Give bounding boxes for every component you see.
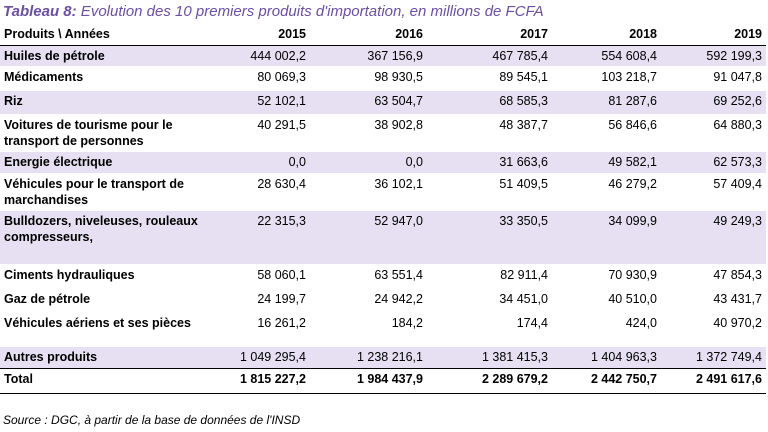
value-cell: 40 510,0 [552,288,661,313]
value-cell: 367 156,9 [310,45,427,67]
table-row: Voitures de tourisme pour le transport d… [0,114,766,152]
value-cell: 34 099,9 [552,210,661,265]
total-value: 1 984 437,9 [310,368,427,394]
product-name: Riz [0,90,216,115]
value-cell: 43 431,7 [661,288,766,313]
header-year: 2015 [216,24,310,46]
value-cell: 24 942,2 [310,288,427,313]
value-cell: 64 880,3 [661,114,766,152]
value-cell: 24 199,7 [216,288,310,313]
header-products: Produits \ Années [0,24,216,46]
total-label: Total [0,368,216,394]
table-row: Bulldozers, niveleuses, rouleaux compres… [0,210,766,265]
value-cell: 592 199,3 [661,45,766,67]
source-note: Source : DGC, à partir de la base de don… [3,413,301,427]
value-cell: 38 902,8 [310,114,427,152]
header-year: 2018 [552,24,661,46]
value-cell: 69 252,6 [661,90,766,115]
imports-table: Produits \ Années 2015 2016 2017 2018 20… [0,24,766,394]
value-cell: 49 249,3 [661,210,766,265]
value-cell: 62 573,3 [661,151,766,174]
value-cell: 554 608,4 [552,45,661,67]
header-row: Produits \ Années 2015 2016 2017 2018 20… [0,24,766,46]
table-row: Véhicules pour le transport de marchandi… [0,173,766,211]
value-cell: 52 947,0 [310,210,427,265]
value-cell: 467 785,4 [427,45,552,67]
product-name: Energie électrique [0,151,216,174]
value-cell: 444 002,2 [216,45,310,67]
header-year: 2019 [661,24,766,46]
value-cell: 31 663,6 [427,151,552,174]
value-cell: 68 585,3 [427,90,552,115]
product-name: Gaz de pétrole [0,288,216,313]
product-name: Bulldozers, niveleuses, rouleaux compres… [0,210,216,265]
table-row: Véhicules aériens et ses pièces 16 261,2 1… [0,312,766,347]
total-value: 2 289 679,2 [427,368,552,394]
value-cell: 34 451,0 [427,288,552,313]
product-name: Véhicules aériens et ses pièces [0,312,216,347]
value-cell: 1 404 963,3 [552,346,661,369]
value-cell: 184,2 [310,312,427,347]
value-cell: 28 630,4 [216,173,310,211]
table-row: Energie électrique 0,0 0,0 31 663,6 49 582,1… [0,151,766,174]
value-cell: 1 049 295,4 [216,346,310,369]
table-row: Riz 52 102,1 63 504,7 68 585,3 81 287,6 69 25… [0,90,766,115]
value-cell: 80 069,3 [216,66,310,91]
total-value: 2 442 750,7 [552,368,661,394]
product-name: Médicaments [0,66,216,91]
value-cell: 1 372 749,4 [661,346,766,369]
total-value: 1 815 227,2 [216,368,310,394]
product-name: Véhicules pour le transport de marchandi… [0,173,216,211]
value-cell: 70 930,9 [552,264,661,289]
value-cell: 98 930,5 [310,66,427,91]
value-cell: 0,0 [310,151,427,174]
value-cell: 1 238 216,1 [310,346,427,369]
value-cell: 58 060,1 [216,264,310,289]
value-cell: 40 291,5 [216,114,310,152]
value-cell: 63 551,4 [310,264,427,289]
value-cell: 82 911,4 [427,264,552,289]
value-cell: 91 047,8 [661,66,766,91]
value-cell: 47 854,3 [661,264,766,289]
value-cell: 46 279,2 [552,173,661,211]
value-cell: 52 102,1 [216,90,310,115]
value-cell: 56 846,6 [552,114,661,152]
table-row: Autres produits 1 049 295,4 1 238 216,1 1 3… [0,346,766,369]
value-cell: 48 387,7 [427,114,552,152]
value-cell: 81 287,6 [552,90,661,115]
value-cell: 63 504,7 [310,90,427,115]
caption-label: Tableau 8: [3,3,77,20]
value-cell: 33 350,5 [427,210,552,265]
table-row: Médicaments 80 069,3 98 930,5 89 545,1 103 2… [0,66,766,91]
table-caption: Tableau 8: Evolution des 10 premiers pro… [3,3,544,21]
value-cell: 89 545,1 [427,66,552,91]
value-cell: 36 102,1 [310,173,427,211]
value-cell: 16 261,2 [216,312,310,347]
value-cell: 40 970,2 [661,312,766,347]
caption-text: Evolution des 10 premiers produits d'imp… [76,3,544,20]
header-year: 2017 [427,24,552,46]
value-cell: 1 381 415,3 [427,346,552,369]
value-cell: 49 582,1 [552,151,661,174]
table-row: Ciments hydrauliques 58 060,1 63 551,4 82 9… [0,264,766,289]
table-row: Gaz de pétrole 24 199,7 24 942,2 34 451,0 40… [0,288,766,313]
product-name: Huiles de pétrole [0,45,216,67]
value-cell: 424,0 [552,312,661,347]
header-year: 2016 [310,24,427,46]
value-cell: 57 409,4 [661,173,766,211]
product-name: Ciments hydrauliques [0,264,216,289]
product-name: Voitures de tourisme pour le transport d… [0,114,216,152]
product-name: Autres produits [0,346,216,369]
total-row: Total 1 815 227,2 1 984 437,9 2 289 679,2 2 … [0,368,766,394]
value-cell: 0,0 [216,151,310,174]
value-cell: 22 315,3 [216,210,310,265]
value-cell: 174,4 [427,312,552,347]
value-cell: 103 218,7 [552,66,661,91]
total-value: 2 491 617,6 [661,368,766,394]
table-row: Huiles de pétrole 444 002,2 367 156,9 467 7… [0,45,766,67]
value-cell: 51 409,5 [427,173,552,211]
